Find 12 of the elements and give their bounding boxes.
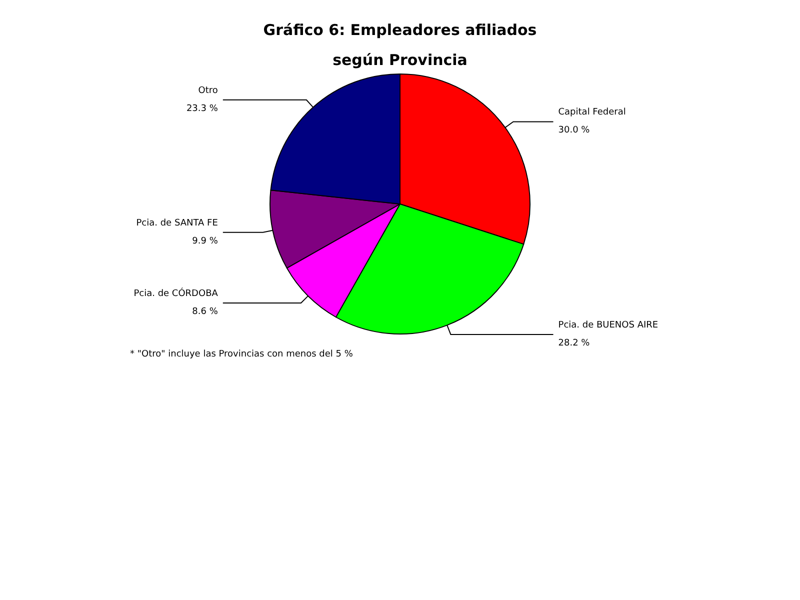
slice-label: Capital Federal xyxy=(558,108,626,118)
data-label: 23.3 % xyxy=(186,104,218,114)
data-label: 9.9 % xyxy=(192,236,218,246)
data-label: 8.6 % xyxy=(192,306,218,317)
data-label: 28.2 % xyxy=(558,338,590,348)
slice-label: Otro xyxy=(198,86,218,96)
slice-label: Pcia. de CÓRDOBA xyxy=(134,286,219,299)
data-label: 30.0 % xyxy=(558,126,590,136)
slice-label: Pcia. de SANTA FE xyxy=(136,218,218,228)
text: * "Otro" incluye las Provincias con menos del 5 % xyxy=(130,350,354,360)
chart-title: Gráfico 6: Empleadores afiliados según Provincia xyxy=(263,21,537,69)
slice-label: Pcia. de BUENOS AIRE xyxy=(558,320,658,330)
